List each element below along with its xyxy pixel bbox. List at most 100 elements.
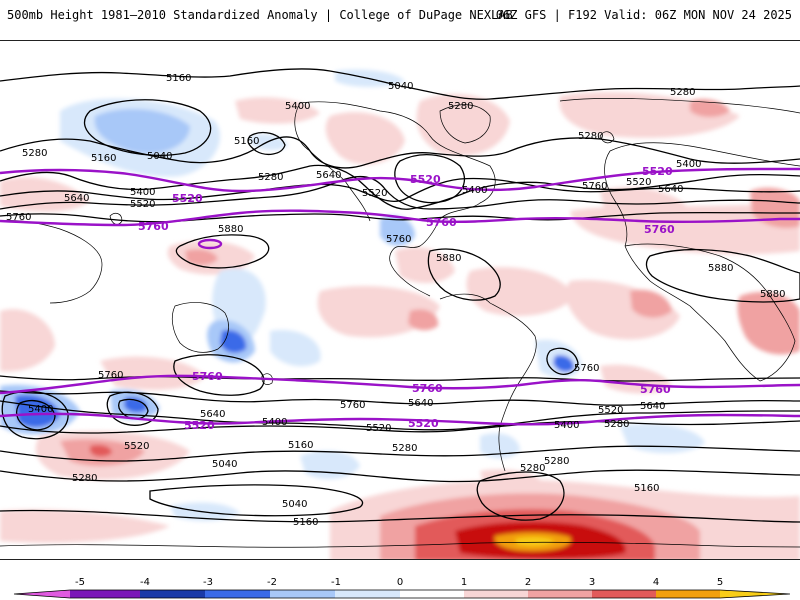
anomaly-neg-southern-ocean-east: [300, 450, 360, 480]
coastlines: [0, 98, 800, 548]
contour-5160-south: [0, 469, 800, 483]
anomaly-neg-south-indian: [620, 423, 705, 454]
height-label: 5400: [676, 159, 701, 170]
highlight-5760-south: [0, 374, 800, 395]
map-title: 500mb Height 1981–2010 Standardized Anom…: [7, 8, 513, 22]
colorbar: -5 -4 -3 -2 -1 0 1 2 3 4 5: [0, 560, 800, 600]
contour-low-north-pacific: [247, 131, 286, 156]
coast-east-asia: [0, 220, 103, 304]
contour-5880-atlantic: [427, 248, 501, 301]
contour-5880-south-pacific: [173, 354, 265, 396]
contour-5400-south: [0, 420, 800, 434]
colorbar-tick: 4: [653, 577, 659, 588]
anomaly-neg-southern-ocean-west-core: [15, 394, 60, 428]
height-label: 5760: [582, 181, 607, 192]
height-label-highlight: 5520: [184, 419, 215, 432]
height-label: 5280: [258, 172, 283, 183]
anomaly-pos-southern-ocean-strong: [90, 444, 112, 457]
anomaly-pos-indian-core: [630, 289, 672, 318]
anomaly-pos-pacific-high-core: [185, 249, 218, 266]
anomaly-pos-central-pacific-south: [100, 356, 205, 390]
height-label: 5280: [544, 456, 569, 467]
height-label: 5160: [166, 73, 191, 84]
colorbar-tick: 1: [461, 577, 467, 588]
contour-5880-north: [175, 234, 270, 269]
height-label: 5880: [708, 263, 733, 274]
colorbar-tick: -2: [267, 577, 277, 588]
colorbar-swatch: [335, 590, 400, 598]
height-label-highlight: 5520: [408, 417, 439, 430]
anomaly-neg-south-pacific-core: [220, 330, 247, 353]
coast-antarctica: [0, 541, 800, 548]
colorbar-ticks: -5 -4 -3 -2 -1 0 1 2 3 4 5: [75, 577, 723, 588]
anomaly-neg-south-america-south: [480, 433, 520, 459]
highlight-5520-south: [0, 412, 800, 426]
colorbar-swatch: [70, 590, 140, 598]
height-label-highlight: 5520: [172, 192, 203, 205]
highlight-contours: [0, 167, 800, 426]
contour-5160-antarctic: [0, 509, 800, 523]
height-label: 5760: [574, 363, 599, 374]
height-label: 5280: [578, 131, 603, 142]
model-run-info: 06Z GFS | F192 Valid: 06Z MON NOV 24 202…: [495, 8, 792, 22]
contour-5160-north: [0, 68, 800, 100]
height-label: 5520: [598, 405, 623, 416]
coast-uk: [599, 131, 615, 144]
anomaly-pos-asia: [0, 177, 90, 212]
colorbar-swatch: [592, 590, 656, 598]
contour-low-brazil: [546, 347, 579, 375]
colorbar-swatch: [656, 590, 720, 598]
height-label: 5280: [448, 101, 473, 112]
height-label: 5640: [658, 184, 683, 195]
height-label: 5760: [340, 400, 365, 411]
height-label: 5280: [604, 419, 629, 430]
height-label: 5640: [64, 193, 89, 204]
anomaly-pos-west-africa: [408, 309, 439, 331]
anomaly-map-canvas: 5160 5040 5280 5280 5400 5160 5040 5280 …: [0, 68, 800, 559]
coast-africa: [624, 243, 796, 382]
anomaly-pos-greenland: [416, 93, 510, 156]
anomaly-neg-southern-ocean-center-core: [124, 397, 148, 413]
anomaly-pos-southeast-pacific: [0, 509, 170, 543]
height-label: 5160: [91, 153, 116, 164]
colorbar-tick: -3: [203, 577, 213, 588]
height-label: 5160: [288, 440, 313, 451]
anomaly-map: 5160 5040 5280 5280 5400 5160 5040 5280 …: [0, 40, 800, 560]
anomaly-pos-canada: [325, 112, 405, 165]
colorbar-canvas: -5 -4 -3 -2 -1 0 1 2 3 4 5: [13, 577, 791, 599]
contour-low-center: [106, 391, 159, 426]
contour-5760-north: [0, 211, 800, 223]
anomaly-neg-north-pacific-core: [94, 108, 190, 154]
contour-labels: 5160 5040 5280 5280 5400 5160 5040 5280 …: [6, 73, 785, 528]
highlight-5760-north: [0, 209, 800, 227]
colorbar-swatch: [464, 590, 528, 598]
anomaly-neg-central-pacific: [270, 330, 321, 367]
map-header: 500mb Height 1981–2010 Standardized Anom…: [0, 0, 800, 40]
height-label: 5400: [130, 187, 155, 198]
height-label: 5520: [130, 199, 155, 210]
height-label: 5160: [293, 517, 318, 528]
height-label-highlight: 5760: [192, 370, 223, 383]
colorbar-swatches: [13, 589, 791, 599]
height-label: 5400: [554, 420, 579, 431]
anomaly-pos-europe-core: [690, 99, 730, 117]
height-label: 5760: [6, 212, 31, 223]
contour-5400-north: [0, 164, 800, 210]
height-label: 5880: [760, 289, 785, 300]
contour-5880-africa: [645, 248, 800, 303]
colorbar-tick: -5: [75, 577, 85, 588]
colorbar-swatch: [270, 590, 335, 598]
height-label: 5400: [285, 101, 310, 112]
anomaly-neg-gulf-edge: [380, 215, 415, 246]
height-label-highlight: 5760: [412, 382, 443, 395]
colorbar-outline: [13, 589, 791, 599]
height-label-highlight: 5520: [410, 173, 441, 186]
contour-5040-south: [149, 484, 363, 517]
colorbar-swatch: [528, 590, 592, 598]
colorbar-tick: -4: [140, 577, 150, 588]
height-label: 5160: [234, 136, 259, 147]
height-label: 5880: [218, 224, 243, 235]
contour-5280-antarctic: [476, 471, 565, 521]
coast-japan: [109, 212, 123, 225]
contour-low-west: [1, 390, 69, 440]
